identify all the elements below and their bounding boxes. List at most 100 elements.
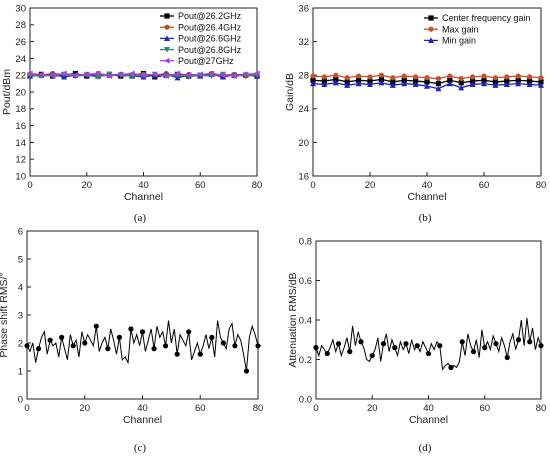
data-point	[470, 349, 477, 355]
plot-frame	[312, 7, 542, 177]
data-point	[538, 82, 544, 88]
data-point	[412, 81, 419, 88]
data-point	[140, 72, 147, 79]
x-tick-label: 80	[536, 403, 547, 414]
data-point	[378, 72, 384, 78]
data-point	[163, 343, 169, 349]
legend-entry: Pout@26.6GHz	[178, 34, 242, 44]
data-point	[390, 79, 396, 85]
y-tick-label: 32	[298, 37, 309, 48]
x-tick-label: 80	[253, 403, 264, 414]
data-point	[321, 78, 327, 84]
data-point	[367, 74, 373, 80]
data-point	[425, 350, 432, 357]
data-point	[482, 345, 488, 351]
data-point	[458, 84, 465, 91]
plot-frame	[26, 230, 259, 400]
data-point	[424, 83, 430, 89]
y-tick-label: 0.6	[299, 276, 312, 287]
data-point	[344, 79, 350, 85]
y-tick-label: 0.8	[299, 236, 312, 247]
y-axis-label: Phase shift RMS/°	[0, 272, 10, 357]
data-point	[70, 343, 76, 349]
x-axis-label: Channel	[407, 191, 446, 203]
y-tick-label: 6	[18, 226, 23, 237]
data-point	[185, 72, 192, 79]
x-tick-label: 60	[479, 180, 490, 191]
legend-entry: Pout@26.8GHz	[178, 45, 242, 55]
legend-marker	[164, 35, 170, 41]
x-axis-label: Channel	[123, 414, 162, 426]
data-point	[24, 343, 30, 349]
data-point	[356, 73, 362, 79]
legend-marker	[164, 57, 170, 64]
x-tick-label: 20	[79, 403, 90, 414]
x-tick-label: 40	[423, 403, 434, 414]
data-point	[413, 74, 419, 80]
x-tick-label: 40	[137, 403, 148, 414]
data-point	[151, 71, 158, 78]
x-tick-label: 80	[536, 180, 547, 191]
x-axis-label: Channel	[124, 191, 163, 203]
y-tick-label: 28	[298, 71, 309, 82]
x-tick-label: 60	[195, 403, 206, 414]
legend-entry: Pout@26.4GHz	[178, 22, 242, 32]
data-point	[358, 339, 364, 345]
y-tick-label: 12	[15, 155, 26, 166]
data-point	[208, 70, 215, 77]
data-point	[503, 81, 510, 88]
panel-b: 0 20 40 60 80 16 20 24 28 32 36 Channel Gain/dB Cente…	[284, 3, 546, 203]
series-line	[26, 320, 259, 372]
data-point	[321, 81, 328, 88]
panel-label-c: (c)	[134, 442, 147, 454]
data-point	[470, 78, 476, 84]
legend-marker	[428, 37, 434, 43]
legend-marker	[164, 24, 170, 30]
y-axis-label: Attenuation RMS/dB	[287, 272, 299, 367]
data-point	[197, 351, 203, 357]
x-tick-label: 20	[81, 180, 92, 191]
data-point	[151, 346, 157, 352]
x-tick-label: 40	[138, 180, 149, 191]
x-tick-label: 0	[24, 403, 29, 414]
plot-frame	[315, 240, 542, 400]
y-tick-label: 20	[15, 87, 26, 98]
data-point	[105, 346, 111, 352]
x-tick-label: 60	[195, 180, 206, 191]
data-point	[515, 73, 521, 79]
data-point	[492, 75, 498, 81]
data-point	[389, 82, 396, 88]
x-tick-label: 40	[422, 180, 433, 191]
data-point	[401, 77, 407, 83]
x-axis-label: Channel	[409, 414, 448, 426]
data-point	[437, 343, 443, 349]
data-point	[310, 73, 316, 79]
data-point	[470, 74, 476, 80]
series-min-gain	[310, 79, 544, 92]
data-point	[538, 75, 544, 81]
data-point	[321, 74, 327, 80]
data-point	[447, 77, 453, 83]
data-point	[139, 329, 146, 335]
data-point	[459, 339, 465, 345]
data-point	[83, 71, 90, 78]
data-point	[219, 72, 226, 79]
data-point	[344, 82, 351, 88]
data-point	[27, 70, 33, 77]
data-point	[458, 80, 464, 86]
data-point	[95, 70, 101, 77]
y-tick-label: 1	[18, 366, 23, 377]
y-tick-label: 22	[15, 71, 26, 82]
data-point	[313, 345, 319, 351]
data-point	[403, 341, 409, 347]
data-point	[504, 78, 510, 84]
data-point	[129, 70, 135, 77]
data-point	[197, 71, 203, 78]
data-point	[324, 350, 330, 357]
data-point	[435, 81, 441, 87]
data-point	[401, 80, 408, 87]
y-tick-label: 10	[15, 171, 26, 182]
data-point	[446, 80, 453, 87]
y-tick-label: 2	[18, 338, 23, 349]
